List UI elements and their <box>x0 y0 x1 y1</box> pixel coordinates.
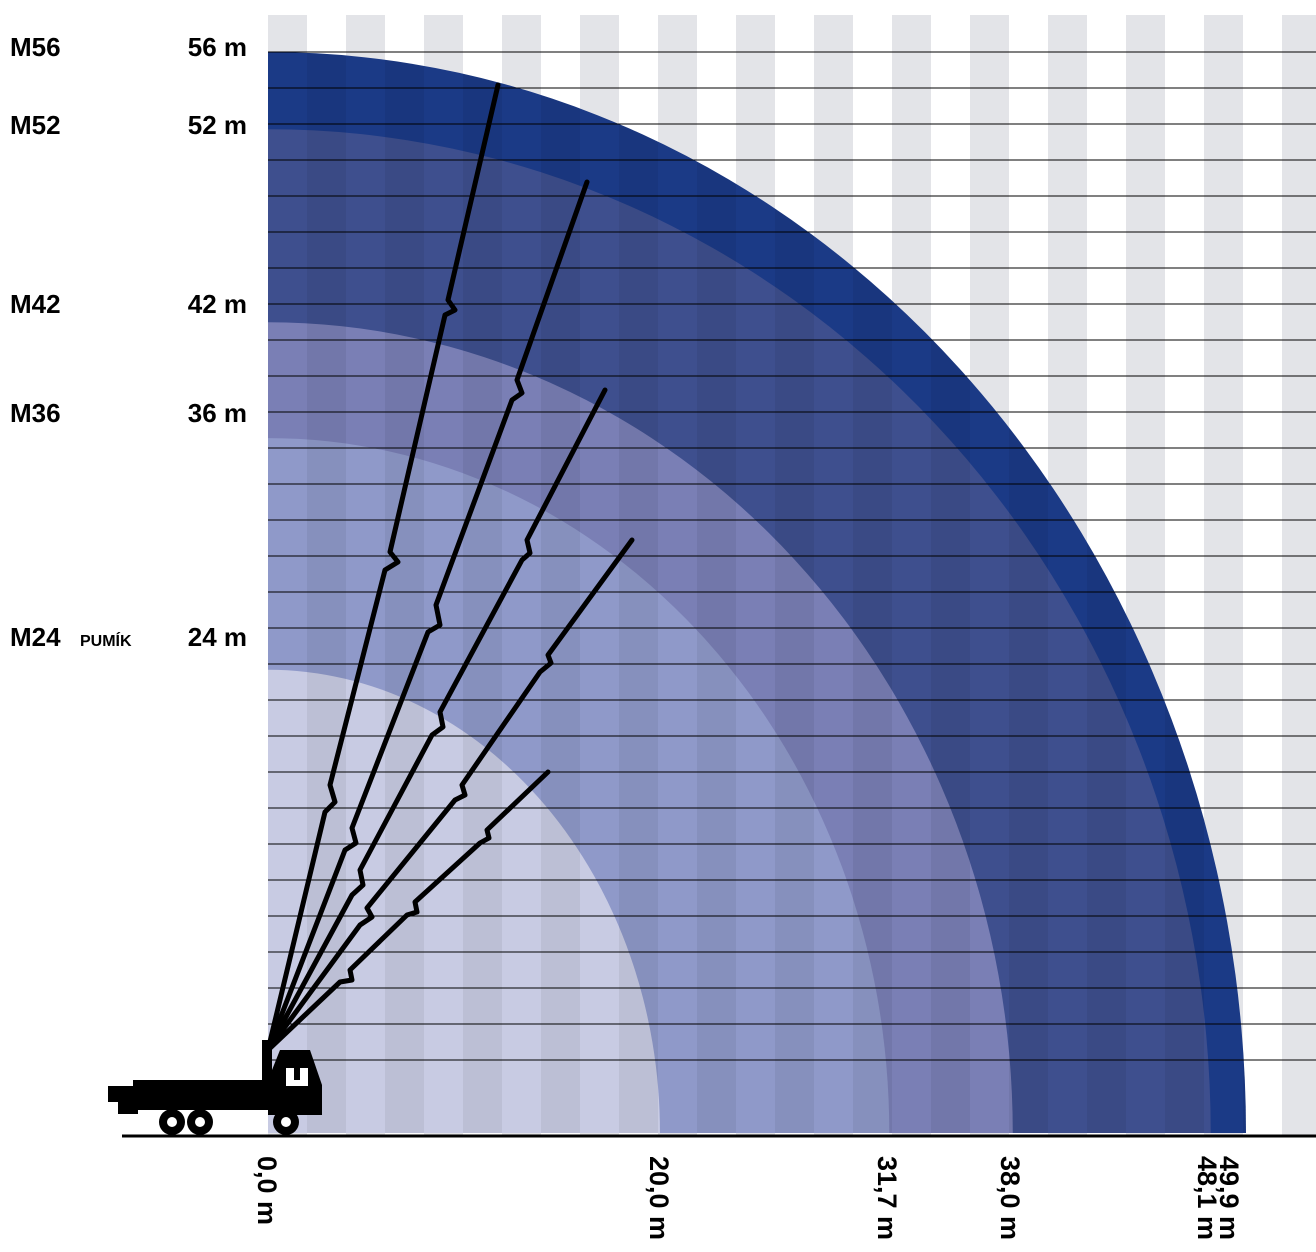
model-code-m36: M36 <box>10 398 61 428</box>
reach-label-m36: 31,7 m <box>872 1156 902 1240</box>
zone-stripe <box>619 52 658 1133</box>
reach-label-m56: 49,9 m <box>1214 1156 1244 1240</box>
model-labels: M56 56 m M52 52 m M42 42 m M36 36 m M24 … <box>10 32 247 652</box>
zone-stripe <box>1087 52 1126 1133</box>
reach-labels: 0,0 m 20,0 m 31,7 m 38,0 m 48,1 m 49,9 m <box>252 1156 1244 1240</box>
model-code-m42: M42 <box>10 289 61 319</box>
zone-stripe <box>1243 52 1246 1133</box>
model-height-m52: 52 m <box>188 110 247 140</box>
zone-stripe <box>385 52 424 1133</box>
bg-stripe <box>1282 15 1316 1135</box>
concrete-pump-truck-icon <box>108 1040 322 1135</box>
zone-stripe <box>697 52 736 1133</box>
model-height-m42: 42 m <box>188 289 247 319</box>
boom-m42 <box>265 387 608 1053</box>
reach-label-origin: 0,0 m <box>252 1156 282 1225</box>
model-code-m24: M24 <box>10 622 61 652</box>
model-height-m56: 56 m <box>188 32 247 62</box>
zone-stripe <box>541 52 580 1133</box>
zone-stripe <box>853 52 892 1133</box>
model-height-m36: 36 m <box>188 398 247 428</box>
zone-stripe <box>775 52 814 1133</box>
boom-lines <box>265 82 635 1053</box>
model-code-m52: M52 <box>10 110 61 140</box>
model-code-m56: M56 <box>10 32 61 62</box>
reach-label-m52: 48,1 m <box>1192 1156 1222 1240</box>
zone-stripe <box>463 52 502 1133</box>
model-height-m24: 24 m <box>188 622 247 652</box>
boom-m24 <box>265 769 551 1053</box>
height-gridlines <box>268 51 1316 1061</box>
zone-stripe <box>1165 52 1204 1133</box>
zone-stripe <box>931 52 970 1133</box>
boom-m56 <box>265 82 501 1053</box>
model-suffix-m24: PUMÍK <box>80 631 132 650</box>
boom-m52 <box>265 179 590 1053</box>
reach-label-m24: 20,0 m <box>644 1156 674 1240</box>
boom-m36 <box>265 537 635 1053</box>
reach-label-m42: 38,0 m <box>995 1156 1025 1240</box>
zone-stripe <box>1009 52 1048 1133</box>
